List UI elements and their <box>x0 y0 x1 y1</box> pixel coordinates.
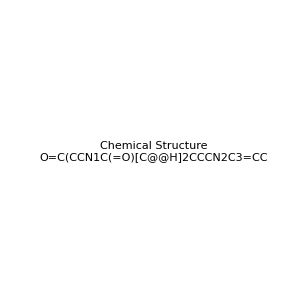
Text: Chemical Structure
O=C(CCN1C(=O)[C@@H]2CCCN2C3=CC: Chemical Structure O=C(CCN1C(=O)[C@@H]2C… <box>40 141 268 162</box>
